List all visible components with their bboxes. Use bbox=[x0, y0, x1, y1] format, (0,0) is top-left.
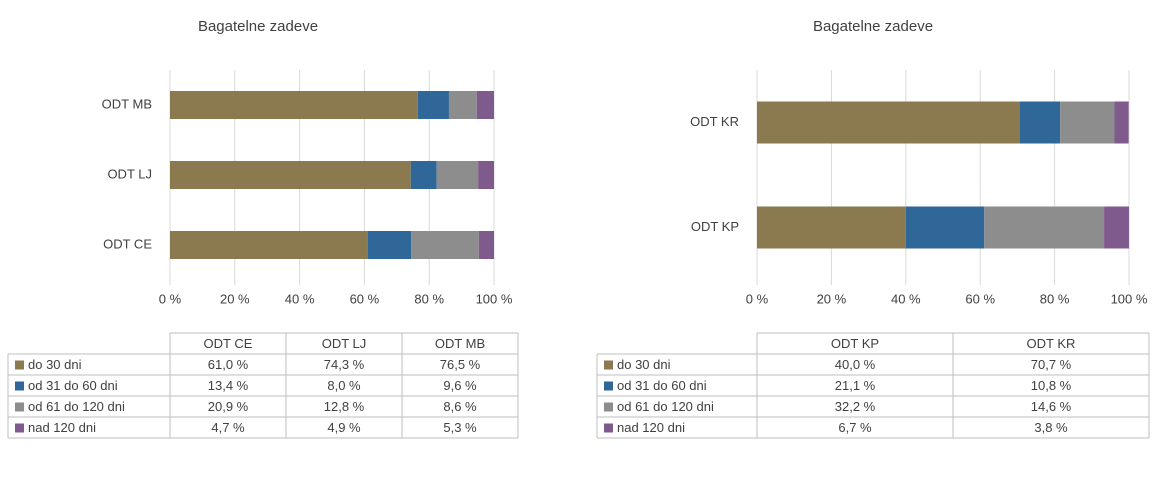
legend-label: od 61 do 120 dni bbox=[28, 399, 125, 414]
x-tick-label: 80 % bbox=[414, 291, 444, 306]
table-value: 8,6 % bbox=[443, 399, 477, 414]
x-tick-label: 60 % bbox=[350, 291, 380, 306]
legend-label: do 30 dni bbox=[617, 357, 671, 372]
bar-segment bbox=[984, 206, 1105, 249]
table-header: ODT KP bbox=[831, 336, 879, 351]
legend-label: od 61 do 120 dni bbox=[617, 399, 714, 414]
bar-segment bbox=[478, 161, 494, 189]
bar-segment bbox=[905, 206, 985, 249]
table-value: 9,6 % bbox=[443, 378, 477, 393]
legend-swatch bbox=[604, 360, 613, 370]
table-value: 20,9 % bbox=[208, 399, 249, 414]
bar-segment bbox=[410, 161, 437, 189]
y-tick-label: ODT CE bbox=[103, 236, 152, 251]
y-tick-label: ODT KP bbox=[691, 219, 739, 234]
x-tick-label: 0 % bbox=[159, 291, 182, 306]
bar-segment bbox=[170, 161, 411, 189]
bar-segment bbox=[478, 231, 494, 259]
x-tick-label: 60 % bbox=[965, 291, 995, 306]
table-header: ODT LJ bbox=[322, 336, 367, 351]
y-tick-label: ODT KR bbox=[690, 114, 739, 129]
x-tick-label: 20 % bbox=[220, 291, 250, 306]
legend-swatch bbox=[15, 402, 24, 412]
table-value: 32,2 % bbox=[835, 399, 876, 414]
x-tick-label: 40 % bbox=[285, 291, 315, 306]
bar-segment bbox=[367, 231, 412, 259]
bar-segment bbox=[1104, 206, 1129, 249]
bar-segment bbox=[170, 91, 418, 119]
y-tick-label: ODT MB bbox=[102, 96, 152, 111]
table-value: 74,3 % bbox=[324, 357, 365, 372]
table-value: 8,0 % bbox=[327, 378, 361, 393]
table-value: 61,0 % bbox=[208, 357, 249, 372]
x-tick-label: 40 % bbox=[891, 291, 921, 306]
table-header: ODT MB bbox=[435, 336, 485, 351]
x-tick-label: 20 % bbox=[817, 291, 847, 306]
legend-label: nad 120 dni bbox=[28, 420, 96, 435]
legend-label: od 31 do 60 dni bbox=[28, 378, 118, 393]
bar-segment bbox=[417, 91, 449, 119]
legend-swatch bbox=[15, 360, 24, 370]
legend-swatch bbox=[15, 423, 24, 433]
table-value: 10,8 % bbox=[1031, 378, 1072, 393]
bar-segment bbox=[757, 206, 906, 249]
legend-swatch bbox=[604, 402, 613, 412]
table-value: 3,8 % bbox=[1034, 420, 1068, 435]
legend-swatch bbox=[604, 381, 613, 391]
bar-segment bbox=[448, 91, 477, 119]
table-header: ODT CE bbox=[204, 336, 253, 351]
legend-label: od 31 do 60 dni bbox=[617, 378, 707, 393]
table-value: 70,7 % bbox=[1031, 357, 1072, 372]
bar-segment bbox=[757, 101, 1021, 144]
chart-title: Bagatelne zadeve bbox=[813, 18, 933, 35]
y-tick-label: ODT LJ bbox=[107, 166, 152, 181]
table-value: 5,3 % bbox=[443, 420, 477, 435]
table-value: 4,7 % bbox=[211, 420, 245, 435]
bar-segment bbox=[1020, 101, 1061, 144]
legend-label: nad 120 dni bbox=[617, 420, 685, 435]
bar-segment bbox=[1060, 101, 1115, 144]
legend-label: do 30 dni bbox=[28, 357, 82, 372]
bar-segment bbox=[436, 161, 479, 189]
bar-segment bbox=[170, 231, 368, 259]
x-tick-label: 80 % bbox=[1040, 291, 1070, 306]
bar-segment bbox=[1114, 101, 1129, 144]
table-value: 4,9 % bbox=[327, 420, 361, 435]
table-value: 6,7 % bbox=[838, 420, 872, 435]
table-value: 21,1 % bbox=[835, 378, 876, 393]
legend-swatch bbox=[604, 423, 613, 433]
table-value: 13,4 % bbox=[208, 378, 249, 393]
chart-title: Bagatelne zadeve bbox=[198, 18, 318, 35]
x-tick-label: 100 % bbox=[1111, 291, 1148, 306]
table-header: ODT KR bbox=[1027, 336, 1076, 351]
table-value: 14,6 % bbox=[1031, 399, 1072, 414]
table-value: 76,5 % bbox=[440, 357, 481, 372]
x-tick-label: 100 % bbox=[476, 291, 513, 306]
table-value: 12,8 % bbox=[324, 399, 365, 414]
legend-swatch bbox=[15, 381, 24, 391]
bar-segment bbox=[411, 231, 479, 259]
table-value: 40,0 % bbox=[835, 357, 876, 372]
x-tick-label: 0 % bbox=[746, 291, 769, 306]
bar-segment bbox=[476, 91, 494, 119]
